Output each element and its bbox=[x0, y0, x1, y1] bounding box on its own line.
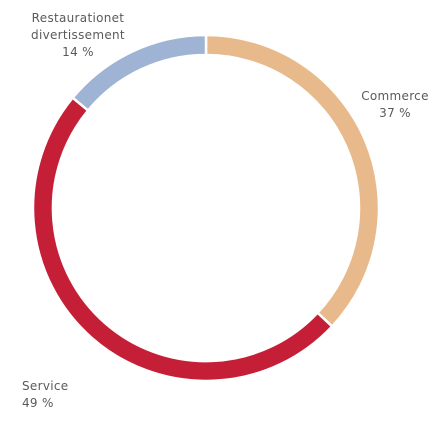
slice-label-service-value: 49 % bbox=[22, 396, 54, 410]
slice-label-service-name: Service bbox=[22, 379, 69, 393]
slice-label-commerce-name: Commerce bbox=[361, 89, 429, 103]
slice-label-service: Service 49 % bbox=[22, 378, 102, 412]
slice-label-restauration: Restaurationet divertissement 14 % bbox=[8, 10, 148, 61]
slice-label-restauration-name-line-2: divertissement bbox=[31, 28, 125, 42]
slice-label-restauration-name-line-1: Restaurationet bbox=[31, 11, 125, 25]
donut-slices bbox=[31, 33, 381, 383]
slice-commerce bbox=[204, 33, 381, 329]
slice-label-restauration-value: 14 % bbox=[62, 45, 94, 59]
slice-service bbox=[31, 95, 334, 383]
slice-restauration bbox=[70, 33, 208, 113]
slice-label-commerce: Commerce 37 % bbox=[345, 88, 445, 122]
slice-label-commerce-value: 37 % bbox=[379, 106, 411, 120]
